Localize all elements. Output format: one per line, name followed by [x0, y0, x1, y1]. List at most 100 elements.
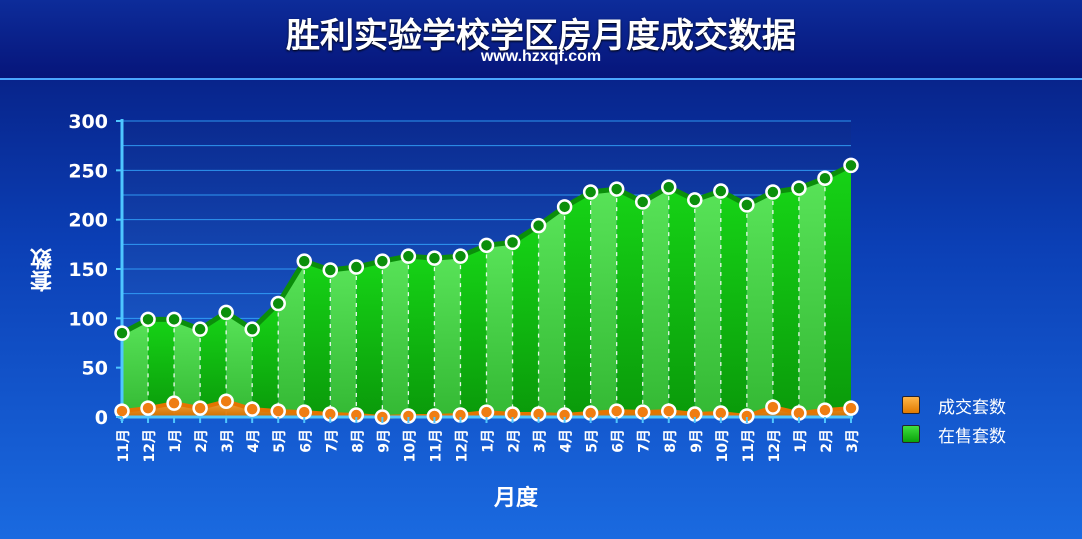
deals-point — [296, 404, 312, 420]
x-tick-label: 11月 — [741, 429, 757, 462]
x-tick-label: 3月 — [845, 429, 861, 453]
listing-point — [426, 250, 443, 266]
deals-point — [218, 393, 234, 409]
legend-item-listings: 在售套数 — [902, 421, 1072, 447]
x-tick-label: 8月 — [663, 429, 679, 453]
listing-area-band — [590, 189, 617, 417]
listing-point — [192, 321, 208, 337]
listing-point — [608, 181, 625, 197]
y-tick-label: 50 — [82, 358, 108, 380]
x-axis-label: 月度 — [493, 486, 538, 511]
x-tick-label: 2月 — [194, 429, 210, 453]
x-tick-label: 12月 — [767, 429, 783, 462]
y-tick-label: 0 — [95, 407, 108, 429]
listing-point — [817, 170, 833, 186]
listing-area-band — [824, 165, 851, 417]
listing-area-band — [798, 178, 825, 417]
x-tick-label: 4月 — [559, 429, 575, 453]
listing-point — [530, 217, 547, 234]
deals-point — [843, 400, 859, 416]
x-tick-label: 1月 — [481, 429, 497, 453]
listing-point — [791, 180, 807, 196]
listing-area-band — [382, 256, 409, 417]
listing-point — [478, 237, 495, 254]
legend-swatch-listings — [902, 425, 920, 443]
listing-point — [634, 194, 651, 210]
deals-point — [608, 403, 625, 419]
listing-point — [765, 184, 781, 200]
x-tick-label: 9月 — [376, 429, 392, 453]
listing-area-band — [486, 242, 513, 417]
deals-point — [166, 395, 182, 411]
deals-point — [192, 400, 208, 416]
listing-point — [582, 184, 599, 200]
listing-point — [504, 234, 521, 251]
x-tick-label: 2月 — [507, 429, 523, 453]
x-tick-label: 9月 — [689, 429, 705, 453]
y-tick-label: 100 — [68, 308, 108, 330]
y-axis-label: 套数 — [31, 248, 56, 292]
deals-point — [270, 403, 286, 419]
listing-area-band — [668, 187, 695, 417]
listing-area-band — [720, 191, 747, 417]
x-tick-label: 12月 — [142, 429, 158, 462]
x-tick-label: 6月 — [298, 429, 314, 453]
x-tick-label: 5月 — [272, 429, 288, 453]
listing-area-band — [512, 225, 539, 417]
listing-area-band — [460, 245, 487, 417]
listing-area-band — [330, 267, 357, 417]
x-tick-label: 12月 — [454, 429, 470, 462]
deals-point — [817, 402, 833, 418]
y-tick-label: 250 — [68, 160, 108, 182]
deals-point — [114, 403, 130, 419]
legend-label-deals: 成交套数 — [938, 397, 1006, 418]
listing-point — [114, 325, 130, 341]
listing-area-band — [616, 189, 643, 417]
listing-area-band — [174, 319, 201, 417]
y-tick-label: 300 — [68, 111, 108, 133]
chart-legend: 成交套数 在售套数 — [902, 392, 1072, 450]
legend-item-deals: 成交套数 — [902, 392, 1072, 418]
listing-point — [374, 253, 391, 269]
listing-point — [739, 197, 755, 213]
deals-point — [765, 399, 781, 415]
x-tick-label: 1月 — [168, 429, 184, 453]
x-tick-label: 2月 — [819, 429, 835, 453]
x-tick-label: 5月 — [585, 429, 601, 453]
listing-point — [270, 295, 286, 312]
x-tick-label: 7月 — [324, 429, 340, 453]
y-tick-label: 150 — [68, 259, 108, 281]
listing-point — [713, 183, 729, 199]
chart-subtitle: www.hzxqf.com — [480, 48, 602, 65]
legend-label-listings: 在售套数 — [938, 426, 1006, 447]
x-tick-label: 4月 — [246, 429, 262, 453]
x-tick-label: 1月 — [793, 429, 809, 453]
listing-area-band — [746, 192, 773, 417]
listing-point — [661, 179, 677, 195]
listing-point — [452, 248, 469, 264]
deals-point — [661, 403, 677, 419]
deals-point — [634, 404, 651, 420]
listing-point — [218, 304, 234, 321]
listing-area-band — [226, 312, 253, 417]
listing-area-band — [122, 319, 149, 417]
chart-title: 胜利实验学校学区房月度成交数据 — [286, 16, 796, 56]
listing-area-band — [304, 261, 331, 417]
x-tick-label: 11月 — [428, 429, 444, 462]
listing-point — [166, 311, 182, 328]
listing-point — [140, 311, 156, 328]
listing-area-band — [538, 206, 565, 417]
listing-area-band — [148, 319, 175, 417]
listing-point — [400, 248, 417, 264]
y-tick-label: 200 — [68, 210, 108, 232]
listing-area-band — [694, 191, 721, 417]
x-tick-label: 3月 — [533, 429, 549, 453]
listing-area-band — [200, 312, 227, 417]
x-tick-label: 6月 — [611, 429, 627, 453]
listing-point — [322, 262, 339, 278]
listing-point — [843, 157, 859, 174]
listing-point — [556, 199, 573, 215]
deals-point — [478, 404, 495, 420]
deals-point — [244, 401, 260, 417]
